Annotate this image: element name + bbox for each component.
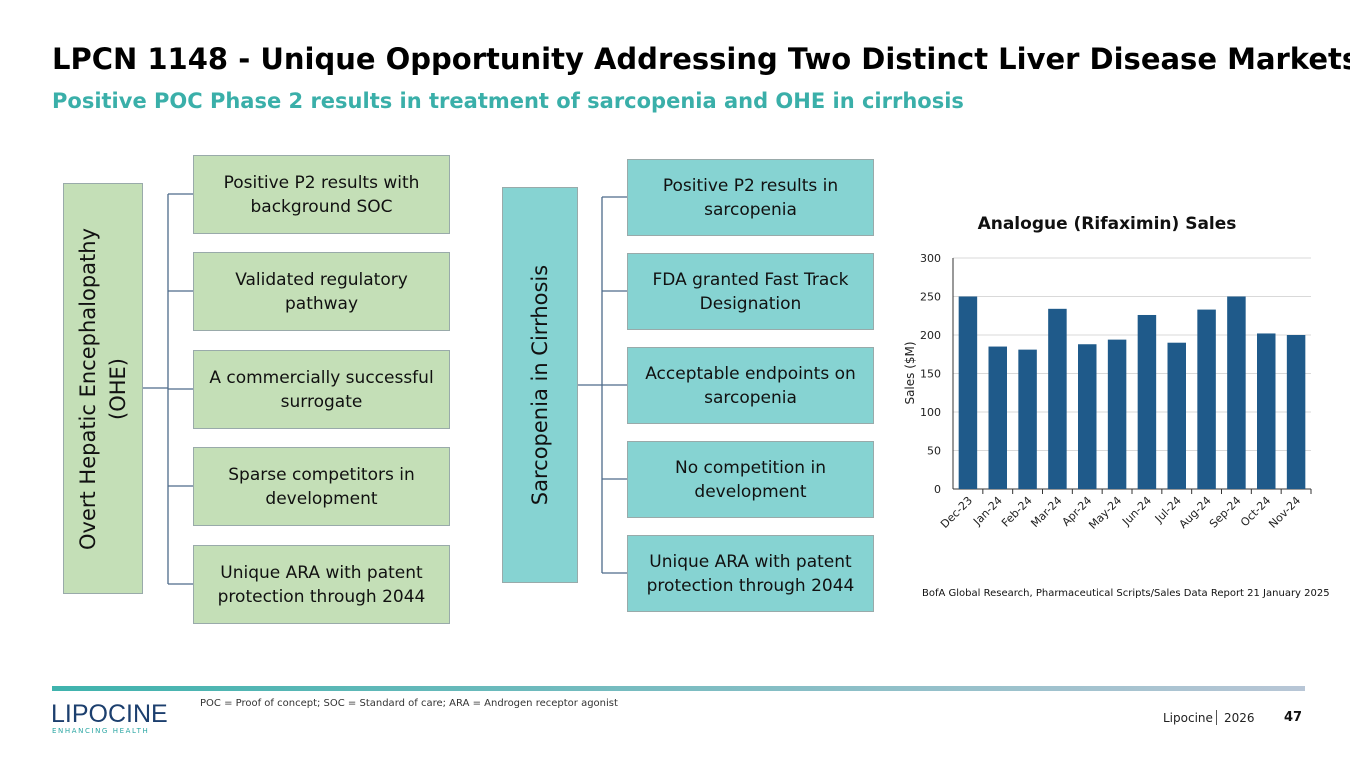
item-box: Positive P2 results in sarcopenia [627, 159, 874, 236]
footnote: POC = Proof of concept; SOC = Standard o… [200, 698, 618, 709]
logo: LIPOCINE [51, 700, 168, 728]
x-tick-label: Jan-24 [970, 494, 1005, 529]
item-box: A commercially successful surrogate [193, 350, 450, 429]
item-box: Acceptable endpoints on sarcopenia [627, 347, 874, 424]
bar [988, 346, 1007, 489]
item-box: Unique ARA with patent protection throug… [193, 545, 450, 624]
bar [1257, 333, 1276, 489]
item-box: Validated regulatory pathway [193, 252, 450, 331]
bar [1167, 342, 1186, 489]
y-tick-label: 250 [920, 291, 941, 304]
item-box: FDA granted Fast Track Designation [627, 253, 874, 330]
item-box: Sparse competitors in development [193, 447, 450, 526]
x-tick-label: Feb-24 [999, 494, 1035, 530]
slide-title: LPCN 1148 - Unique Opportunity Addressin… [52, 42, 1350, 76]
item-box: Positive P2 results with background SOC [193, 155, 450, 234]
y-tick-label: 50 [927, 445, 941, 458]
bar [1197, 309, 1216, 489]
bar [1286, 335, 1306, 489]
y-tick-label: 200 [920, 329, 941, 342]
root-box: Sarcopenia in Cirrhosis [502, 187, 578, 583]
company: Lipocine [1163, 711, 1213, 725]
x-tick-label: Mar-24 [1028, 494, 1064, 530]
logo-tagline: ENHANCING HEALTH [52, 727, 150, 735]
y-tick-label: 300 [920, 252, 941, 265]
bar [958, 296, 978, 489]
x-tick-label: Nov-24 [1266, 494, 1303, 531]
x-tick-label: Aug-24 [1177, 494, 1214, 531]
item-box: No competition in development [627, 441, 874, 518]
chart-source: BofA Global Research, Pharmaceutical Scr… [922, 588, 1330, 599]
x-tick-label: Sep-24 [1207, 494, 1244, 531]
y-tick-label: 0 [934, 483, 941, 496]
page-number: 47 [1284, 710, 1303, 725]
x-tick-label: Dec-23 [938, 494, 975, 531]
x-tick-label: Jun-24 [1119, 494, 1154, 529]
bar [1048, 308, 1067, 489]
separator [1216, 710, 1217, 725]
year: 2026 [1224, 711, 1255, 725]
x-tick-label: May-24 [1086, 494, 1124, 532]
bar [1227, 296, 1246, 489]
bar [1107, 339, 1127, 489]
y-axis-label: Sales ($M) [903, 341, 917, 404]
y-tick-label: 100 [920, 406, 941, 419]
bar [1078, 344, 1097, 489]
slide-subtitle: Positive POC Phase 2 results in treatmen… [52, 89, 964, 113]
item-box: Unique ARA with patent protection throug… [627, 535, 874, 612]
bar [1137, 314, 1157, 489]
bar [1018, 349, 1037, 489]
footer-bar [52, 686, 1305, 691]
root-box: Overt Hepatic Encephalopathy (OHE) [63, 183, 143, 594]
chart-title: Analogue (Rifaximin) Sales [978, 214, 1237, 234]
y-tick-label: 150 [920, 368, 941, 381]
